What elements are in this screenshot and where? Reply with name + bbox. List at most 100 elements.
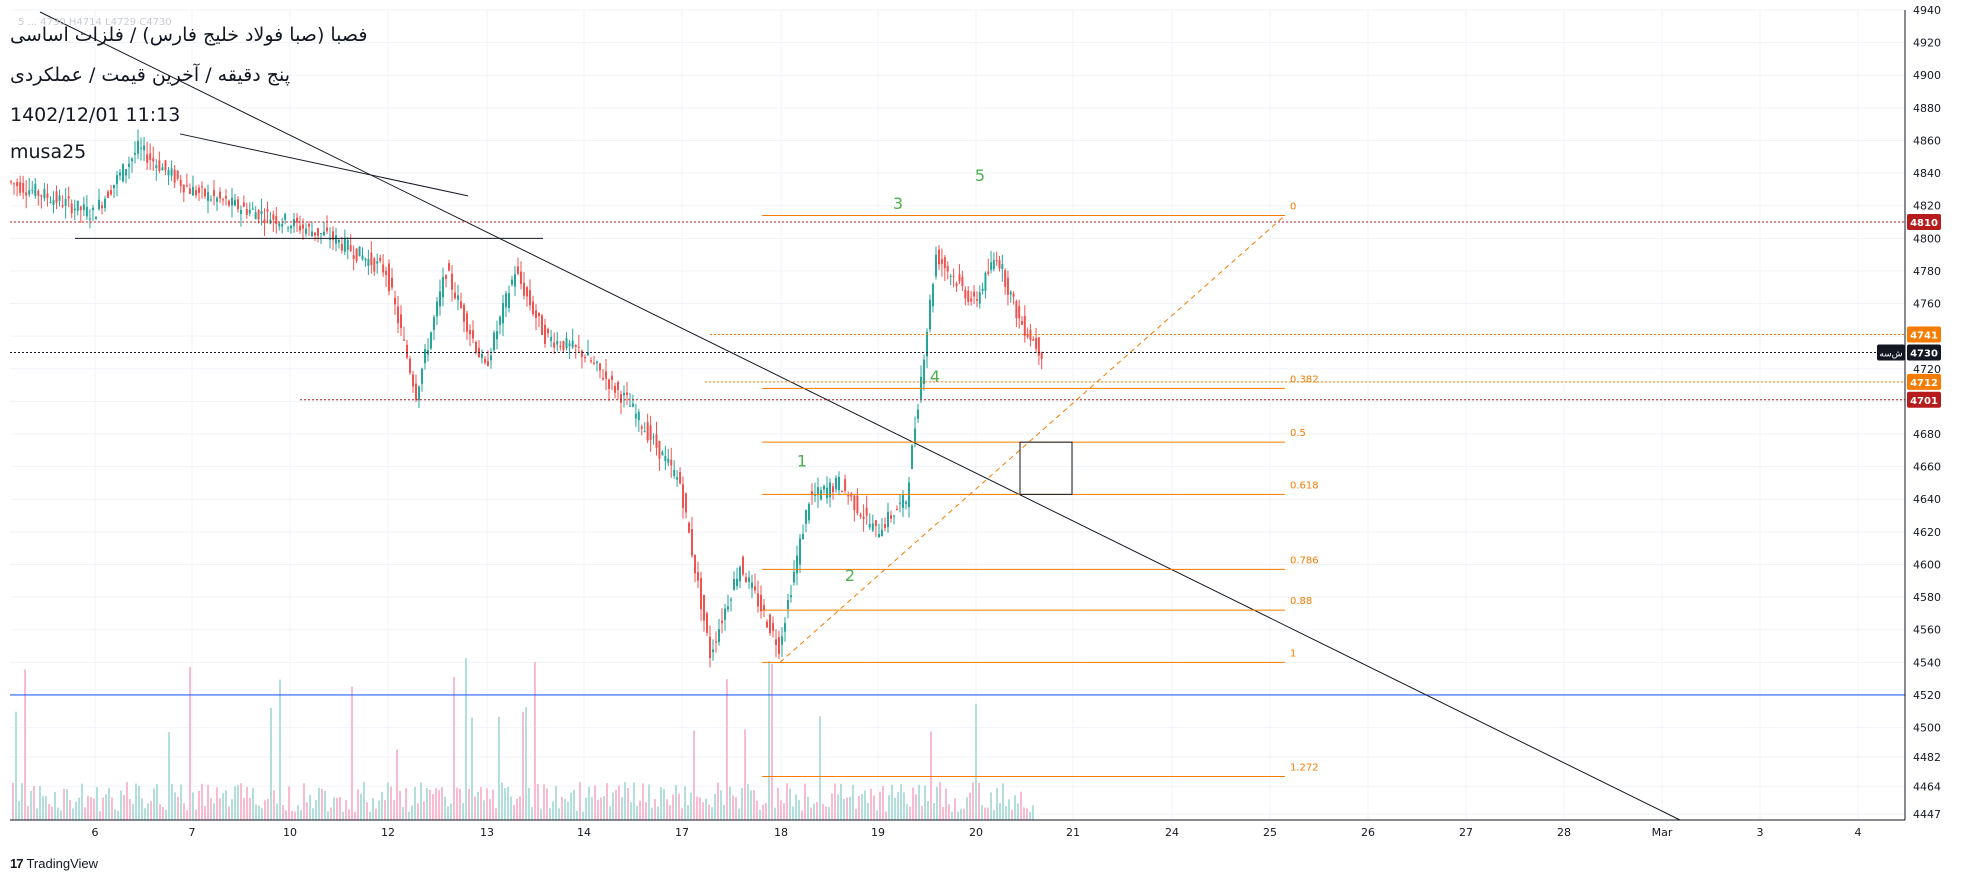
volume-bar	[945, 788, 947, 820]
volume-bar	[357, 789, 359, 820]
descending-trendline[interactable]	[39, 11, 1681, 821]
volume-bar	[390, 786, 392, 820]
fib-diagonal[interactable]	[779, 215, 1286, 663]
price-axis[interactable]: 4940 4920 4900 4880 4860 4840 4820 4800 4780 4760…	[1877, 4, 1941, 821]
candle	[878, 533, 880, 538]
price-label-badge[interactable]	[1907, 373, 1941, 390]
price-label-badge[interactable]	[1907, 326, 1941, 343]
volume-bar	[564, 798, 566, 820]
candle	[523, 282, 525, 296]
candle	[346, 240, 349, 250]
volume-bar	[771, 663, 773, 820]
volume-bar	[567, 801, 569, 820]
candle	[412, 374, 414, 387]
volume-bar	[90, 797, 92, 820]
candle	[433, 317, 435, 330]
volume-bar	[477, 791, 479, 820]
candle	[228, 200, 230, 206]
fib-level-label: 0.88	[1290, 596, 1312, 607]
time-tick-label: 18	[774, 826, 788, 839]
volume-bar	[912, 787, 914, 820]
volume-bar	[459, 788, 461, 820]
candle	[1037, 337, 1040, 356]
volume-bar	[249, 797, 251, 820]
volume-bar	[12, 782, 14, 820]
volume-bar	[162, 807, 164, 820]
candle	[987, 271, 990, 274]
time-tick-label: 20	[969, 826, 983, 839]
price-label-text: 4712	[1910, 378, 1938, 389]
candle	[679, 472, 682, 484]
volume-bar	[513, 804, 515, 820]
volume-bar	[615, 789, 617, 820]
candle	[605, 371, 607, 379]
candle	[134, 152, 136, 155]
volume-bar	[792, 806, 794, 820]
volume-bar	[1011, 809, 1013, 820]
candle	[574, 344, 577, 347]
volume-bar	[738, 808, 740, 820]
volume-bar	[921, 805, 923, 820]
volume-bar	[873, 795, 875, 820]
volume-bar	[435, 788, 437, 820]
target-box[interactable]	[1019, 441, 1073, 495]
volume-bar	[795, 794, 797, 820]
time-tick-label: 14	[577, 826, 591, 839]
volume-bar	[879, 791, 881, 820]
candle	[52, 200, 55, 205]
candle	[709, 636, 711, 659]
candle	[198, 187, 200, 193]
candle	[239, 209, 242, 214]
volume-bar	[588, 786, 590, 820]
volume-bar	[852, 784, 854, 820]
candle	[355, 248, 358, 261]
candle	[676, 477, 679, 480]
volume-bar	[987, 807, 989, 820]
triangle-upper-line[interactable]	[179, 133, 469, 197]
volume-bar	[804, 783, 806, 820]
candle	[248, 209, 251, 214]
volume-bar	[108, 788, 110, 820]
ohlc-readout: 5 ... 4730 H4714 L4729 C4730	[18, 17, 172, 28]
fib-level-label: 0.5	[1290, 428, 1306, 439]
candle	[995, 259, 998, 262]
price-label-badge[interactable]	[1907, 214, 1941, 231]
volume-bar	[198, 790, 200, 820]
volume-bar	[1032, 805, 1034, 820]
candle	[439, 291, 441, 307]
candle	[299, 225, 301, 231]
candle	[1035, 338, 1038, 349]
candle	[1006, 277, 1009, 295]
volume-bar	[555, 785, 557, 820]
price-label-badge[interactable]	[1907, 391, 1941, 408]
candle	[82, 204, 85, 210]
volume-bar	[150, 800, 152, 820]
volume-bar	[744, 729, 746, 820]
candle	[608, 379, 610, 389]
candle	[778, 637, 780, 655]
candle	[884, 524, 886, 528]
volume-bar	[681, 808, 683, 820]
candle	[176, 170, 179, 179]
volume-bar	[204, 806, 206, 820]
candle	[337, 239, 340, 243]
candle	[775, 639, 777, 645]
candle	[715, 641, 717, 643]
candle	[946, 266, 949, 272]
volume-bar	[768, 661, 770, 820]
candle	[263, 219, 266, 223]
volume-bar	[330, 807, 332, 820]
volume-bar	[93, 798, 95, 820]
candle	[16, 182, 19, 187]
tradingview-brand[interactable]: 17 TradingView	[10, 856, 98, 871]
last-price-tag[interactable]	[1877, 344, 1905, 361]
price-label-badge[interactable]	[1907, 344, 1941, 361]
volume-bar	[399, 790, 401, 820]
volume-bar	[810, 807, 812, 820]
volume-bar	[1017, 803, 1019, 820]
candle	[739, 567, 741, 582]
time-axis[interactable]: 6 7 10 12 13 14 17 18 19 20 21 24 25 26 27 28 Mar 3 4	[10, 819, 1905, 839]
candle	[167, 170, 170, 176]
